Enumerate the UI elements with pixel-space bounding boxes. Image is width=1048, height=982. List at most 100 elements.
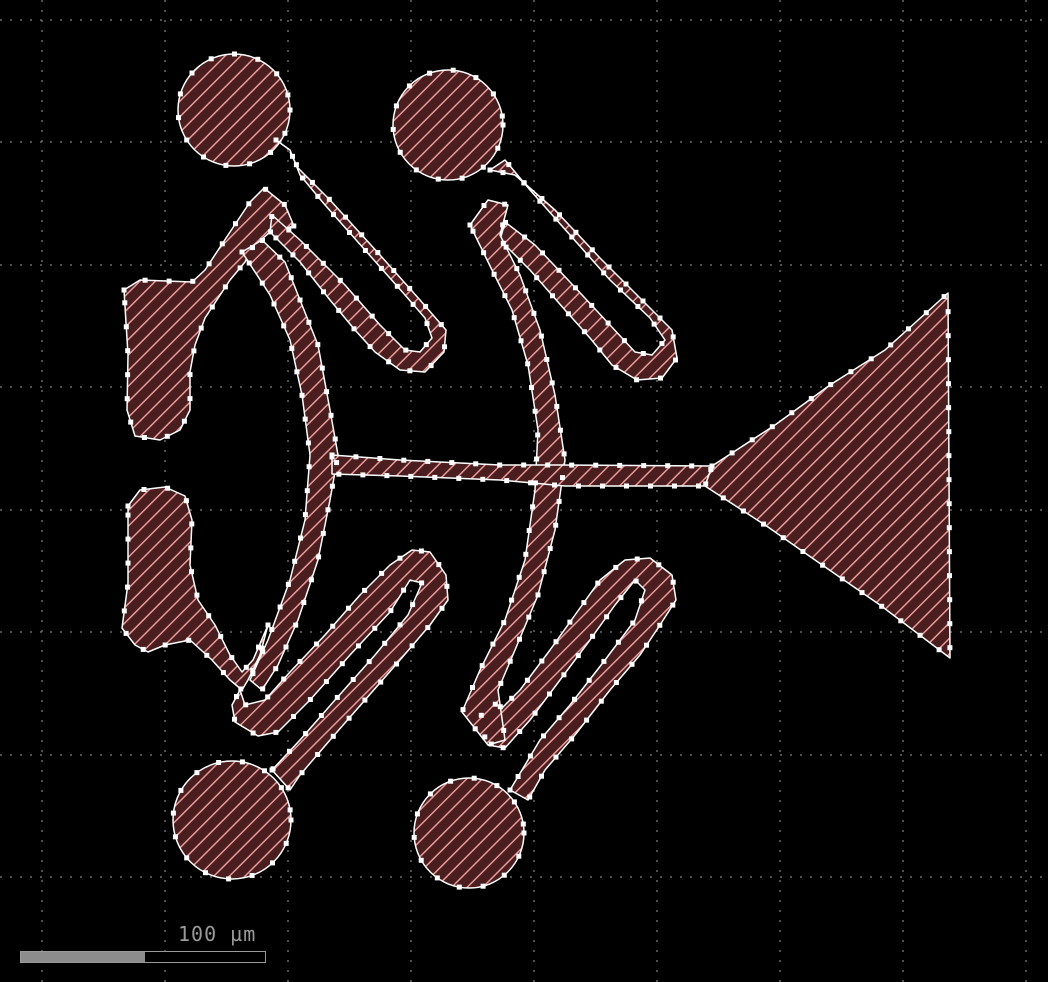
vertex-marker — [172, 834, 178, 840]
vertex-marker — [290, 153, 295, 159]
vertex-marker — [509, 695, 515, 701]
side-electrode-upper[interactable] — [123, 187, 295, 441]
vertex-marker — [170, 810, 176, 816]
vertex-marker — [246, 260, 252, 266]
vertex-marker — [514, 266, 520, 272]
vertex-marker — [442, 344, 447, 350]
vertex-marker — [624, 483, 629, 489]
vertex-marker — [250, 245, 255, 251]
vertex-marker — [409, 643, 415, 649]
vertex-marker — [394, 283, 400, 289]
vertex-marker — [123, 630, 129, 636]
vertex-marker — [780, 535, 786, 541]
vertex-marker — [450, 67, 456, 73]
vertex-marker — [260, 686, 266, 692]
vertex-marker — [377, 456, 383, 461]
vertex-marker — [369, 313, 375, 319]
vertex-marker — [550, 293, 555, 299]
vertex-marker — [527, 794, 533, 800]
vertex-marker — [165, 485, 171, 491]
vertex-marker — [362, 587, 368, 593]
vertex-marker — [250, 667, 256, 673]
vertex-marker — [526, 614, 532, 620]
vertex-marker — [729, 450, 735, 456]
vertex-marker — [391, 268, 397, 273]
vertex-marker — [332, 436, 338, 442]
vertex-marker — [439, 605, 445, 611]
vertex-marker — [584, 717, 590, 723]
vertex-marker — [291, 223, 297, 229]
vertex-marker — [378, 679, 384, 685]
vertex-marker — [229, 655, 235, 661]
trace-top-left[interactable] — [269, 139, 447, 373]
taper-pad-right[interactable] — [704, 292, 951, 659]
vertex-marker — [346, 605, 351, 611]
vertex-marker — [407, 285, 413, 291]
vertex-marker — [521, 462, 527, 468]
vertex-marker — [220, 670, 226, 676]
vertex-marker — [291, 714, 296, 719]
vertex-marker — [249, 873, 255, 878]
vertex-marker — [657, 622, 663, 628]
vertex-marker — [941, 294, 947, 300]
vertex-marker — [651, 321, 657, 327]
vertex-marker — [330, 623, 336, 629]
vertex-marker — [386, 359, 392, 365]
vertex-marker — [408, 473, 414, 479]
vertex-marker — [689, 463, 695, 469]
vertex-marker — [749, 437, 755, 443]
vertex-marker — [470, 685, 475, 690]
vertex-marker — [945, 333, 951, 339]
vertex-marker — [506, 162, 512, 168]
vertex-marker — [316, 554, 322, 560]
vertex-marker — [575, 653, 581, 659]
vertex-marker — [331, 212, 336, 218]
vertex-marker — [360, 472, 366, 478]
vertex-marker — [945, 309, 951, 315]
vertex-marker — [480, 883, 486, 889]
vertex-marker — [703, 481, 709, 487]
side-electrode-lower[interactable] — [121, 486, 269, 691]
vertex-marker — [529, 385, 534, 390]
vertex-marker — [538, 333, 544, 339]
inner-arm-left[interactable] — [241, 239, 339, 691]
vertex-marker — [460, 707, 466, 713]
vertex-marker — [828, 382, 834, 388]
vertex-marker — [521, 180, 527, 186]
vertex-marker — [273, 235, 279, 241]
vertex-marker — [125, 560, 131, 566]
vertex-marker — [176, 115, 181, 121]
vertex-marker — [906, 326, 911, 332]
vertex-marker — [189, 70, 195, 76]
vertex-marker — [123, 324, 129, 330]
vertex-marker — [269, 214, 275, 219]
vertex-marker — [379, 570, 385, 576]
bus-line[interactable] — [331, 454, 713, 487]
vertex-marker — [268, 149, 274, 155]
vertex-marker — [208, 56, 214, 62]
vertex-marker — [246, 201, 252, 207]
vertex-marker — [206, 261, 212, 267]
vertex-marker — [262, 768, 267, 774]
vertex-marker — [273, 137, 279, 143]
vertex-marker — [471, 775, 477, 781]
scale-bar-label: 100 µm — [178, 922, 257, 946]
vertex-marker — [425, 625, 431, 631]
vertex-marker — [601, 658, 607, 664]
vertex-marker — [504, 478, 510, 484]
vertex-marker — [321, 289, 326, 295]
vertex-marker — [444, 583, 450, 589]
vertex-marker — [509, 597, 515, 603]
vertex-marker — [298, 535, 303, 541]
vertex-marker — [670, 602, 676, 608]
vertex-marker — [560, 475, 565, 481]
vertex-marker — [556, 715, 562, 721]
vertex-marker — [303, 731, 309, 737]
vertex-marker — [250, 730, 256, 736]
vertex-marker — [401, 457, 407, 463]
vertex-marker — [390, 126, 396, 132]
vertex-marker — [301, 600, 307, 605]
pad-top-left[interactable] — [177, 53, 291, 167]
vertex-marker — [535, 592, 541, 598]
trace-bottom-center[interactable] — [477, 557, 677, 801]
